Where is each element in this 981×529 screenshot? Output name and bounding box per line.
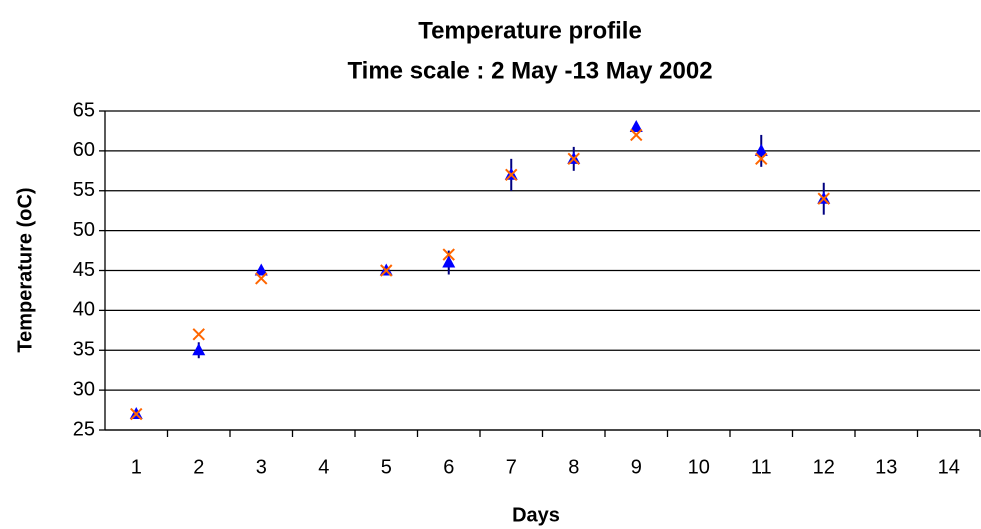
x-tick-label: 11 bbox=[751, 456, 772, 478]
x-tick-label: 5 bbox=[381, 456, 392, 478]
triangle-marker bbox=[442, 255, 456, 268]
x-marker bbox=[255, 272, 268, 285]
x-marker bbox=[755, 152, 768, 166]
x-tick-label: 1 bbox=[131, 456, 142, 478]
x-tick-label: 2 bbox=[193, 456, 204, 478]
x-tick-label: 3 bbox=[256, 456, 267, 478]
x-marker bbox=[192, 328, 205, 341]
x-tick-label: 13 bbox=[875, 456, 897, 478]
triangle-marker bbox=[629, 119, 643, 132]
x-tick-label: 7 bbox=[506, 456, 517, 478]
triangle-marker bbox=[192, 343, 206, 356]
triangle-marker bbox=[254, 263, 268, 276]
chart-subtitle: Time scale : 2 May -13 May 2002 bbox=[347, 57, 712, 84]
x-tick-label: 12 bbox=[813, 456, 835, 478]
y-axis-label: Temperature (oC) bbox=[14, 187, 36, 352]
x-marker bbox=[817, 192, 830, 205]
y-tick-label: 50 bbox=[73, 219, 95, 241]
y-tick-label: 35 bbox=[73, 339, 95, 361]
y-tick-label: 40 bbox=[73, 299, 95, 321]
y-tick-label: 45 bbox=[73, 259, 95, 281]
y-tick-label: 65 bbox=[73, 99, 95, 121]
x-tick-label: 10 bbox=[688, 456, 710, 478]
x-axis-label: Days bbox=[512, 504, 560, 526]
x-marker bbox=[442, 248, 455, 261]
triangle-marker bbox=[754, 143, 768, 156]
x-marker bbox=[630, 128, 643, 142]
y-tick-label: 25 bbox=[73, 418, 95, 440]
x-marker bbox=[380, 264, 393, 277]
x-marker bbox=[130, 407, 143, 421]
x-marker bbox=[567, 152, 580, 166]
chart-title: Temperature profile bbox=[418, 17, 642, 44]
y-tick-label: 55 bbox=[73, 179, 95, 201]
x-marker bbox=[505, 168, 518, 182]
x-tick-label: 4 bbox=[318, 456, 329, 478]
y-tick-label: 30 bbox=[73, 378, 95, 400]
x-tick-label: 14 bbox=[938, 456, 960, 478]
x-tick-label: 6 bbox=[443, 456, 454, 478]
x-tick-label: 9 bbox=[631, 456, 642, 478]
x-tick-label: 8 bbox=[568, 456, 579, 478]
y-tick-label: 60 bbox=[73, 139, 95, 161]
